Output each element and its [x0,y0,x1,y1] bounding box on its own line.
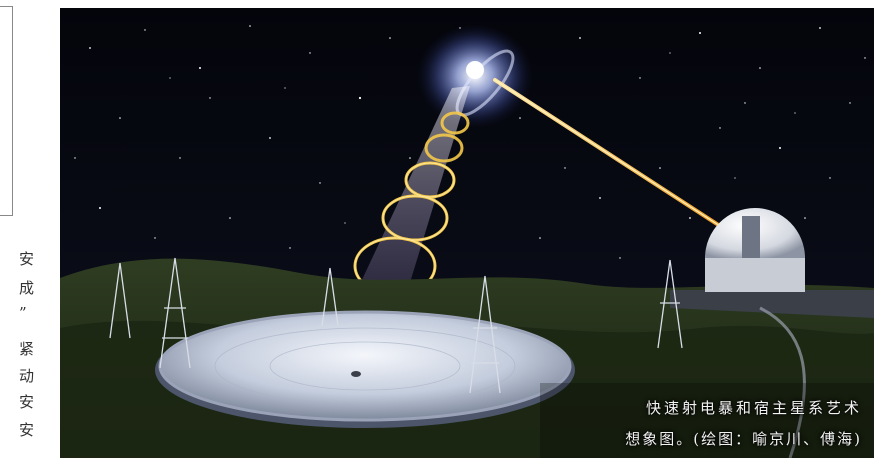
radio-telescope-dish [155,310,575,428]
artwork-figure: 快速射电暴和宿主星系艺术 想象图。(绘图：喻京川、傅海) [60,8,874,458]
figure-caption-line2: 想象图。(绘图：喻京川、傅海) [625,430,862,448]
side-text-char: 安 [19,393,35,411]
side-text-char: 安 [19,421,35,439]
artwork-illustration [60,8,874,458]
optical-observatory [670,208,874,458]
side-text-char: 安 [19,250,35,268]
side-text-char: 紧 [19,340,35,358]
support-towers [109,257,683,394]
figure-caption-line1: 快速射电暴和宿主星系艺术 [645,399,862,417]
side-text-char: 成 [19,279,35,297]
star-field [74,25,866,269]
sidebar-box [0,6,13,216]
side-text-char: ” [19,304,27,322]
side-text-char: 动 [19,367,35,385]
page-margin: 安 成 ” 紧 动 安 安 [0,0,58,458]
